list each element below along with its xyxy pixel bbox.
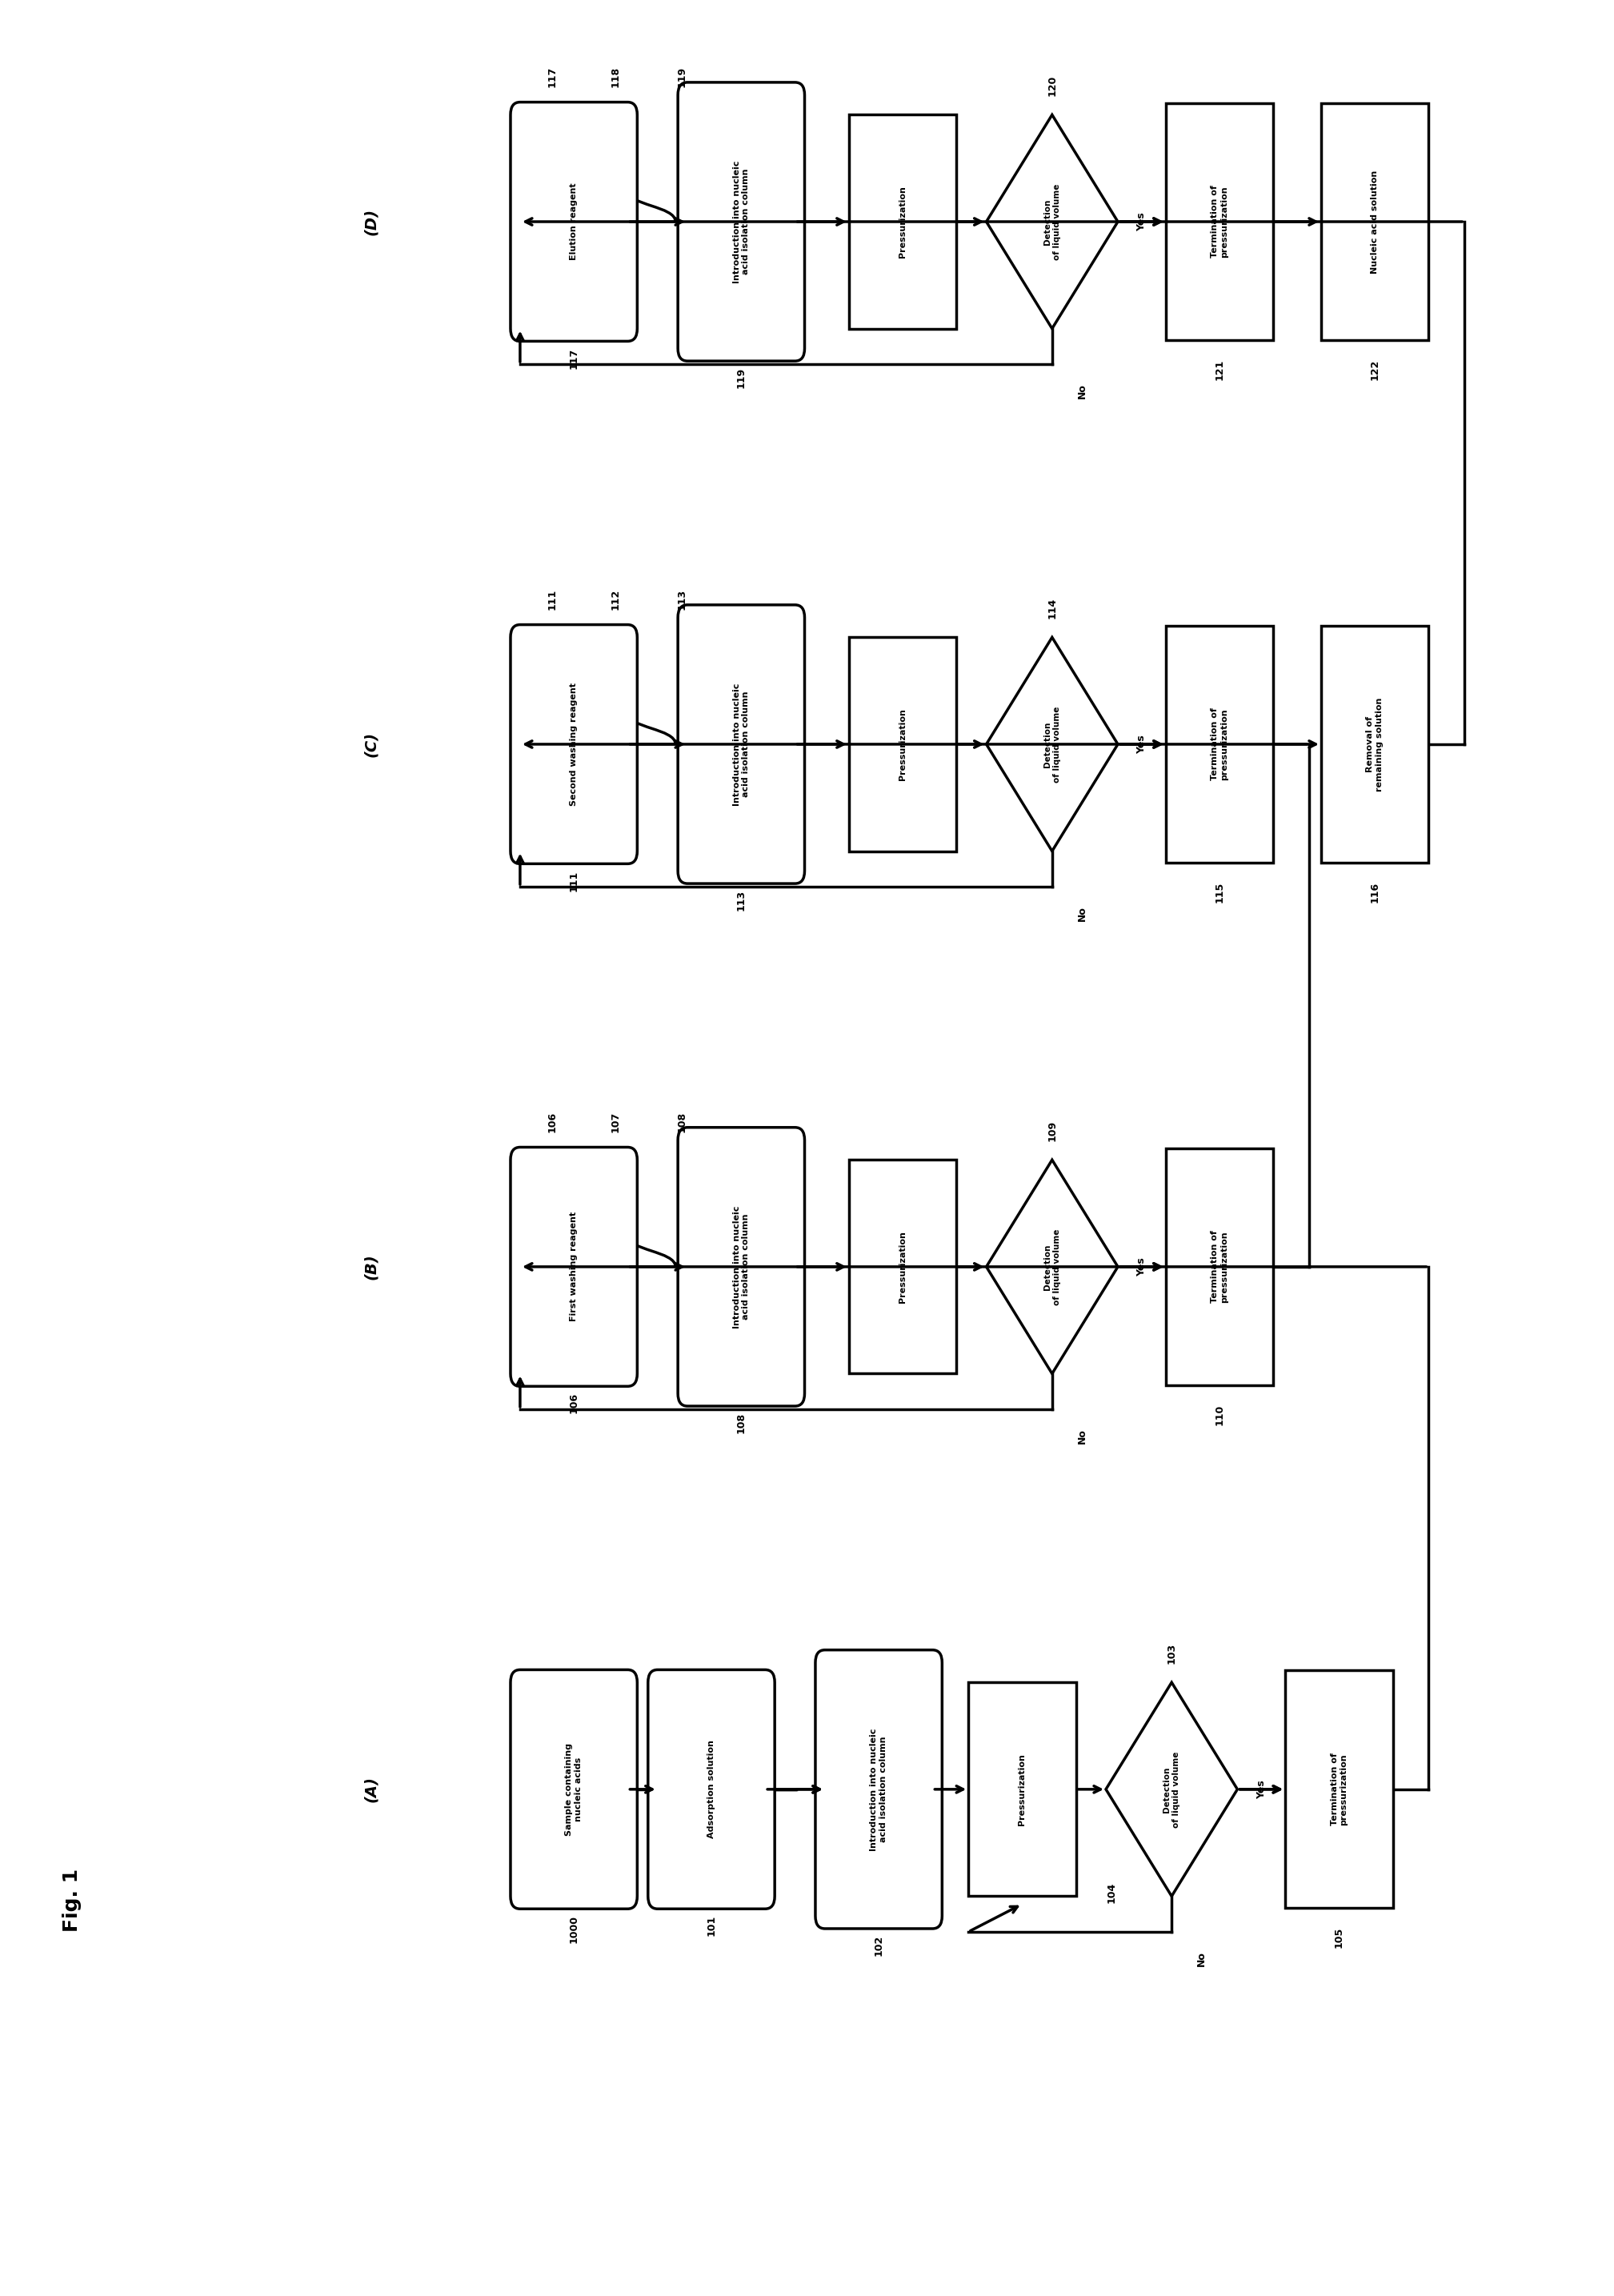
Text: No: No (1077, 905, 1088, 921)
FancyBboxPatch shape (1165, 1148, 1273, 1384)
FancyBboxPatch shape (510, 625, 638, 863)
Polygon shape (986, 115, 1119, 328)
Text: Yes: Yes (1136, 1258, 1148, 1277)
Text: 101: 101 (707, 1915, 717, 1936)
Text: Introduction into nucleic
acid isolation column: Introduction into nucleic acid isolation… (733, 1205, 751, 1327)
Text: 118: 118 (610, 67, 621, 87)
FancyBboxPatch shape (849, 638, 957, 852)
Text: 119: 119 (676, 67, 686, 87)
Text: 1000: 1000 (568, 1915, 579, 1942)
Text: 113: 113 (736, 891, 746, 912)
Text: 107: 107 (610, 1111, 621, 1132)
Text: 120: 120 (1047, 76, 1057, 96)
FancyBboxPatch shape (849, 115, 957, 328)
FancyBboxPatch shape (647, 1669, 775, 1908)
Text: 113: 113 (676, 588, 686, 611)
Text: No: No (1077, 1428, 1088, 1444)
Text: Detection
of liquid volume: Detection of liquid volume (1043, 1228, 1060, 1304)
Text: 106: 106 (568, 1394, 579, 1414)
Text: 105: 105 (1333, 1926, 1344, 1947)
Text: 122: 122 (1370, 360, 1380, 381)
FancyBboxPatch shape (815, 1651, 943, 1929)
Text: 114: 114 (1047, 597, 1057, 618)
Text: Termination of
pressurization: Termination of pressurization (1330, 1752, 1348, 1825)
Text: (B): (B) (363, 1254, 378, 1279)
Text: Introduction into nucleic
acid isolation column: Introduction into nucleic acid isolation… (733, 161, 751, 282)
Text: (D): (D) (363, 209, 378, 234)
Text: Detection
of liquid volume: Detection of liquid volume (1043, 707, 1060, 783)
Polygon shape (986, 1159, 1119, 1373)
Text: Pressurization: Pressurization (899, 707, 907, 781)
Text: Yes: Yes (1136, 211, 1148, 232)
Text: First washing reagent: First washing reagent (570, 1212, 578, 1322)
Text: 108: 108 (736, 1412, 746, 1433)
Text: Pressurization: Pressurization (899, 186, 907, 257)
FancyBboxPatch shape (678, 83, 805, 360)
Text: Adsorption solution: Adsorption solution (707, 1740, 715, 1839)
Text: Pressurization: Pressurization (899, 1231, 907, 1302)
Text: Detection
of liquid volume: Detection of liquid volume (1164, 1752, 1180, 1828)
Text: Elution reagent: Elution reagent (570, 184, 578, 259)
FancyBboxPatch shape (1165, 103, 1273, 340)
Text: Termination of
pressurization: Termination of pressurization (1210, 186, 1228, 257)
Text: Detection
of liquid volume: Detection of liquid volume (1043, 184, 1060, 259)
Text: Removal of
remaining solution: Removal of remaining solution (1365, 698, 1383, 792)
FancyBboxPatch shape (1165, 625, 1273, 863)
Text: Second washing reagent: Second washing reagent (570, 682, 578, 806)
Text: 116: 116 (1370, 882, 1380, 902)
FancyBboxPatch shape (510, 101, 638, 342)
Text: 117: 117 (547, 67, 557, 87)
FancyBboxPatch shape (510, 1148, 638, 1387)
Text: Fig. 1: Fig. 1 (61, 1869, 81, 1931)
Text: Introduction into nucleic
acid isolation column: Introduction into nucleic acid isolation… (733, 682, 751, 806)
Text: 103: 103 (1167, 1642, 1177, 1662)
Text: 110: 110 (1214, 1405, 1225, 1426)
Text: Termination of
pressurization: Termination of pressurization (1210, 707, 1228, 781)
Text: 102: 102 (873, 1936, 884, 1956)
Text: 112: 112 (610, 588, 621, 611)
FancyBboxPatch shape (1322, 625, 1428, 863)
Text: Termination of
pressurization: Termination of pressurization (1210, 1231, 1228, 1304)
FancyBboxPatch shape (678, 1127, 805, 1405)
Text: No: No (1196, 1952, 1207, 1965)
Text: 108: 108 (676, 1111, 686, 1132)
Polygon shape (986, 638, 1119, 852)
FancyBboxPatch shape (1322, 103, 1428, 340)
Text: 109: 109 (1047, 1120, 1057, 1141)
Text: Yes: Yes (1136, 735, 1148, 753)
FancyBboxPatch shape (510, 1669, 638, 1908)
Text: 119: 119 (736, 367, 746, 388)
FancyBboxPatch shape (968, 1683, 1077, 1896)
Polygon shape (1106, 1683, 1238, 1896)
Text: 106: 106 (547, 1111, 557, 1132)
FancyBboxPatch shape (678, 604, 805, 884)
Text: (C): (C) (363, 732, 378, 758)
Text: Sample containing
nucleic acids: Sample containing nucleic acids (565, 1743, 583, 1837)
Text: Yes: Yes (1256, 1779, 1267, 1798)
Text: 121: 121 (1214, 360, 1225, 381)
FancyBboxPatch shape (1285, 1671, 1393, 1908)
Text: No: No (1077, 383, 1088, 397)
Text: 115: 115 (1214, 882, 1225, 902)
Text: 111: 111 (568, 870, 579, 891)
Text: Introduction into nucleic
acid isolation column: Introduction into nucleic acid isolation… (870, 1729, 888, 1851)
FancyBboxPatch shape (849, 1159, 957, 1373)
Text: Pressurization: Pressurization (1018, 1754, 1027, 1825)
Text: 111: 111 (547, 588, 557, 611)
Text: (A): (A) (363, 1777, 378, 1802)
Text: Nucleic acid solution: Nucleic acid solution (1370, 170, 1378, 273)
Text: 104: 104 (1107, 1883, 1117, 1903)
Text: 117: 117 (568, 347, 579, 370)
